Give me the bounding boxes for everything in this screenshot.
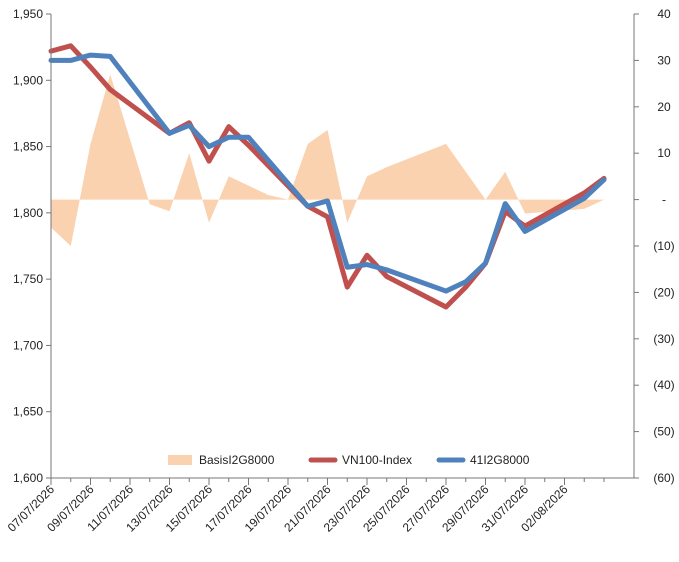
left-tick-label: 1,850 — [13, 140, 43, 154]
basis-area-layer — [51, 74, 604, 246]
left-tick-label: 1,800 — [13, 206, 43, 220]
left-tick-label: 1,650 — [13, 405, 43, 419]
right-tick-label: - — [662, 193, 666, 207]
right-tick-label: (20) — [653, 285, 674, 299]
right-tick-label: (40) — [653, 378, 674, 392]
left-tick-label: 1,600 — [13, 471, 43, 485]
right-tick-label: (30) — [653, 332, 674, 346]
series-line-41i2g8000 — [48, 52, 607, 294]
right-tick-label: 30 — [657, 53, 671, 67]
right-tick-label: (10) — [653, 239, 674, 253]
legend-label: BasisI2G8000 — [199, 453, 275, 467]
right-tick-label: 20 — [657, 100, 671, 114]
legend-label: 41I2G8000 — [470, 453, 530, 467]
line-series-layer — [48, 43, 607, 310]
right-tick-label: (50) — [653, 425, 674, 439]
left-tick-label: 1,950 — [13, 7, 43, 21]
legend: BasisI2G8000 VN100-Index 41I2G8000 — [168, 453, 530, 467]
left-tick-label: 1,900 — [13, 73, 43, 87]
right-tick-label: 10 — [657, 146, 671, 160]
right-tick-label: (60) — [653, 471, 674, 485]
legend-label: VN100-Index — [342, 453, 412, 467]
left-tick-label: 1,700 — [13, 338, 43, 352]
left-tick-label: 1,750 — [13, 272, 43, 286]
right-tick-label: 40 — [657, 7, 671, 21]
legend-swatch-area — [168, 455, 192, 465]
series-area-basis — [51, 74, 604, 246]
